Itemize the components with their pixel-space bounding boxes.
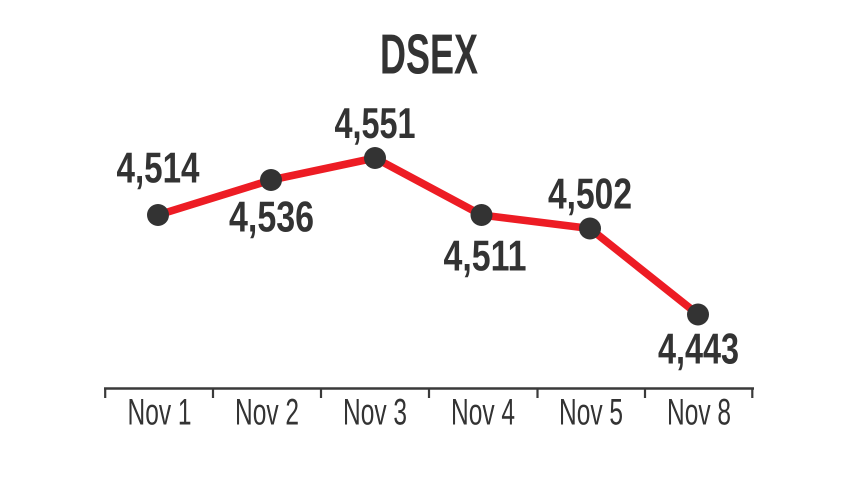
svg-text:4,511: 4,511 (444, 232, 527, 280)
svg-text:Nov 2: Nov 2 (235, 391, 299, 432)
svg-text:Nov 5: Nov 5 (559, 391, 623, 432)
svg-text:4,502: 4,502 (548, 171, 632, 219)
svg-text:Nov 4: Nov 4 (451, 391, 515, 432)
svg-text:4,514: 4,514 (117, 145, 200, 193)
svg-text:Nov 8: Nov 8 (667, 391, 731, 432)
svg-text:DSEX: DSEX (380, 22, 478, 85)
svg-text:Nov 1: Nov 1 (128, 391, 192, 432)
svg-text:4,551: 4,551 (335, 100, 416, 148)
svg-text:4,443: 4,443 (658, 326, 739, 374)
svg-text:4,536: 4,536 (229, 194, 314, 242)
svg-text:Nov 3: Nov 3 (343, 391, 407, 432)
